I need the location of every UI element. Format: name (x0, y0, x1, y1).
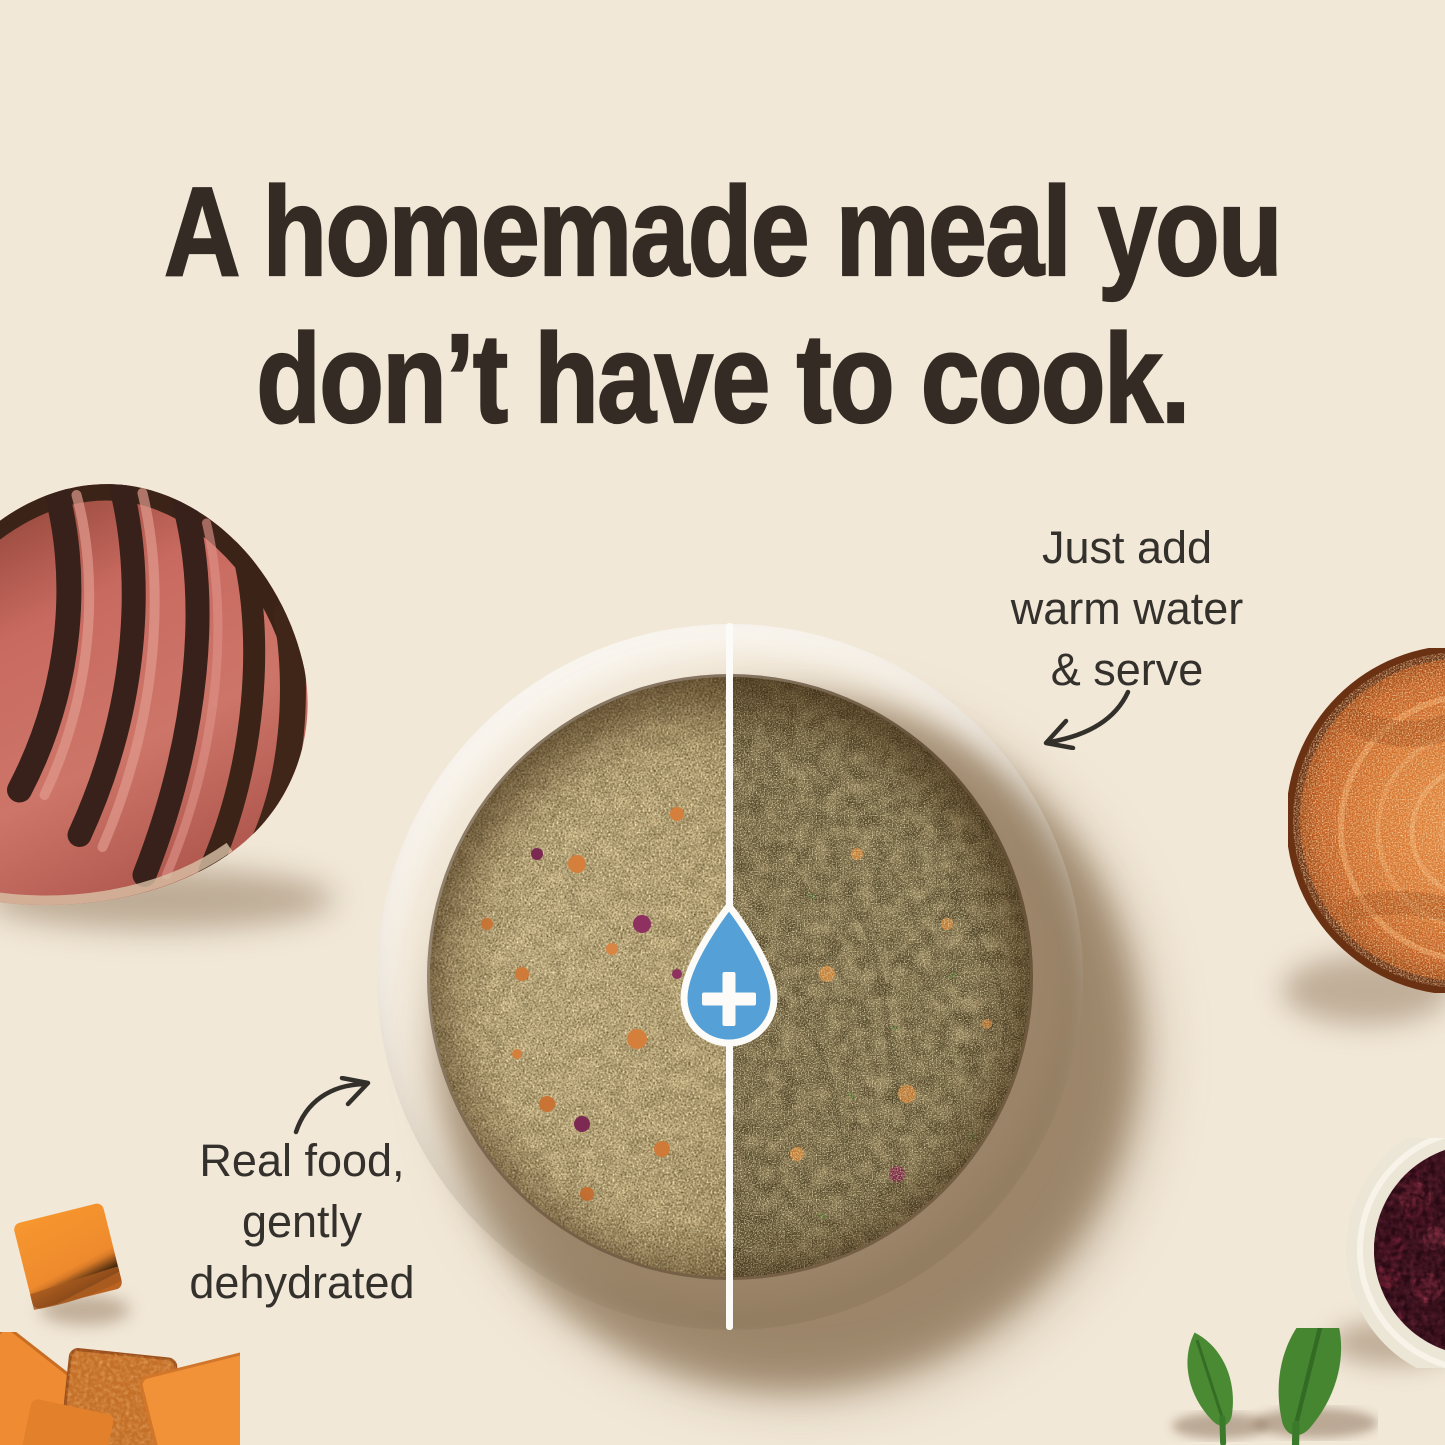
bowl-food (427, 674, 1033, 1280)
callout-real-food: Real food, gently dehydrated (135, 1130, 469, 1313)
page-title: A homemade meal you don’t have to cook. (116, 158, 1330, 452)
callout-real-food-line-3: dehydrated (189, 1257, 415, 1308)
steak-image (0, 484, 308, 905)
bowl-food-texture (430, 677, 1030, 1277)
callout-add-water-line-2: warm water (1010, 583, 1244, 634)
callout-real-food-line-1: Real food, (199, 1135, 405, 1186)
callout-add-water: Just add warm water & serve (960, 517, 1294, 700)
salmon-image (1288, 648, 1445, 993)
headline-line-1: A homemade meal you (163, 160, 1284, 303)
callout-real-food-line-2: gently (241, 1196, 363, 1247)
curved-arrow-up-right-icon (293, 1076, 371, 1135)
curved-arrow-down-left-icon (1043, 689, 1131, 750)
plus-icon (702, 972, 756, 1026)
callout-add-water-line-3: & serve (1050, 644, 1204, 695)
callout-add-water-line-1: Just add (1041, 522, 1213, 573)
water-drop-plus-icon (680, 901, 778, 1047)
sweet-potato-cluster-image (0, 1332, 240, 1445)
headline-line-2: don’t have to cook. (255, 307, 1191, 450)
sweet-potato-cube-image (14, 1203, 122, 1310)
spinach-leaves-image (1172, 1328, 1378, 1445)
dried-cranberries-bowl-image (1346, 1138, 1445, 1368)
